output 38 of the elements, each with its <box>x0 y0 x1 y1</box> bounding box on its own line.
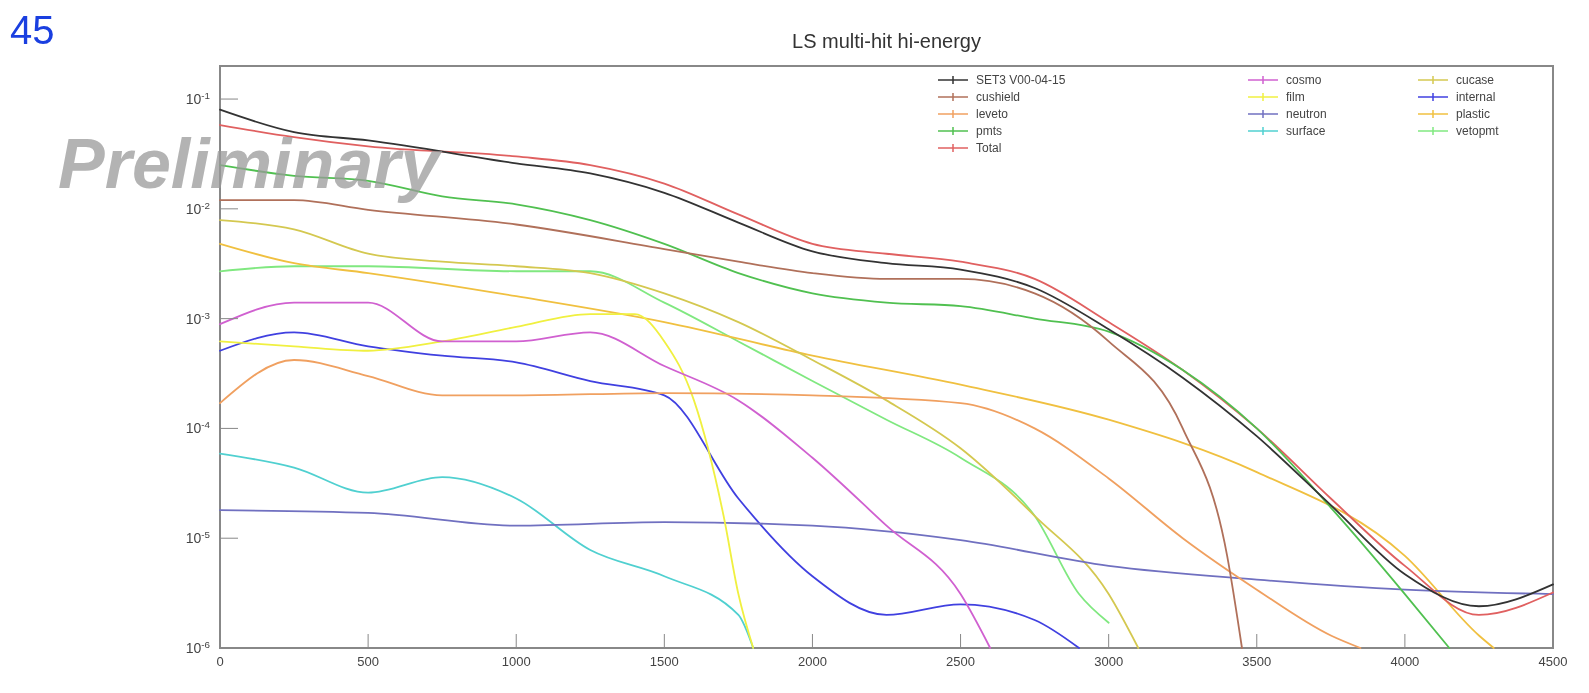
legend-label: SET3 V00-04-15 <box>976 73 1066 87</box>
x-tick-label: 1000 <box>501 654 531 669</box>
legend-label: pmts <box>976 124 1003 138</box>
y-tick-label: 10$^{-6}$ <box>185 638 211 656</box>
line-series <box>219 265 1110 624</box>
legend-label: vetopmt <box>1456 124 1500 138</box>
x-tick-label: 500 <box>357 654 379 669</box>
x-tick-label: 1500 <box>649 654 679 669</box>
y-tick-label: 10$^{-2}$ <box>185 199 210 217</box>
line-series <box>219 359 1362 649</box>
x-tick-label: 3500 <box>1242 654 1272 669</box>
x-tick-label: 4500 <box>1538 654 1568 669</box>
legend-label: neutron <box>1286 107 1327 121</box>
legend-label: cucase <box>1456 73 1495 87</box>
text: 45 <box>10 8 55 52</box>
legend-label: film <box>1286 90 1305 104</box>
y-tick-label: 10$^{-3}$ <box>185 309 211 327</box>
line-series <box>219 313 755 649</box>
legend-label: cushield <box>976 90 1021 104</box>
legend-label: leveto <box>976 107 1009 121</box>
x-tick-label: 3000 <box>1094 654 1124 669</box>
chart-title: LS multi-hit hi-energy <box>792 30 981 52</box>
x-tick-label: 2500 <box>946 654 976 669</box>
x-tick-label: 0 <box>216 654 224 669</box>
x-tick-label: 4000 <box>1390 654 1420 669</box>
line-series <box>219 509 1554 595</box>
y-tick-label: 10$^{-4}$ <box>185 418 211 437</box>
x-tick-label: 2000 <box>797 654 827 669</box>
legend-label: surface <box>1286 124 1326 138</box>
legend-label: plastic <box>1456 107 1491 121</box>
y-tick-label: 10$^{-5}$ <box>185 528 211 547</box>
line-series <box>219 301 992 649</box>
y-tick-label: 10$^{-1}$ <box>185 89 210 108</box>
line-series <box>219 331 1080 649</box>
line-series <box>219 242 1495 649</box>
legend-label: Total <box>976 141 1002 155</box>
legend-label: cosmo <box>1286 73 1322 87</box>
legend-label: internal <box>1456 90 1496 104</box>
